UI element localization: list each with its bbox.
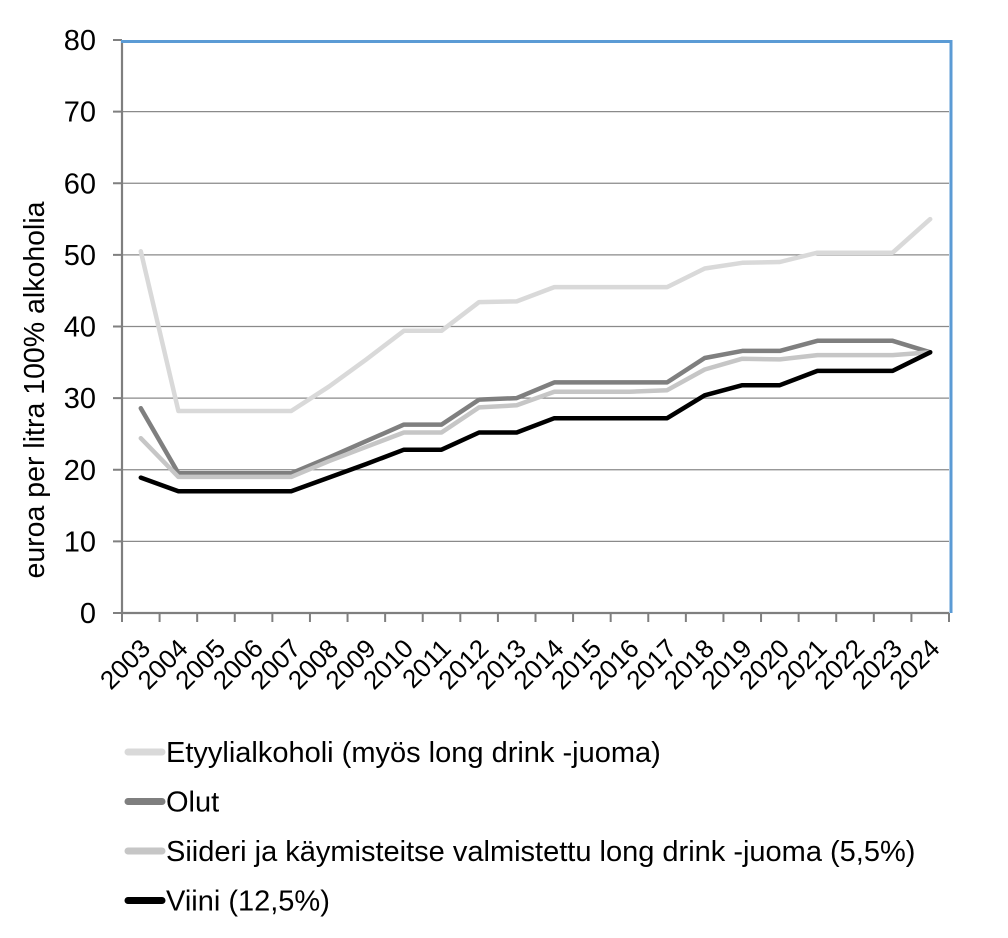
y-tick-label: 40 [64, 312, 96, 344]
series-line-1 [138, 338, 933, 476]
legend-label: Viini (12,5%) [166, 886, 330, 918]
legend: Etyylialkoholi (myös long drink -juoma) O… [124, 737, 915, 918]
x-axis-tick-labels: 2003200420052006200720082009201020112012… [94, 633, 946, 695]
plot-border [121, 40, 953, 613]
y-tick-label: 20 [64, 455, 96, 487]
axes [113, 39, 950, 622]
y-tick-label: 80 [64, 25, 96, 57]
legend-label: Olut [166, 787, 219, 819]
legend-label: Siideri ja käymisteitse valmistettu long… [166, 836, 915, 868]
legend-item-3: Viini (12,5%) [124, 886, 330, 918]
legend-label: Etyylialkoholi (myös long drink -juoma) [166, 737, 661, 769]
y-tick-label: 30 [64, 383, 96, 415]
legend-item-2: Siideri ja käymisteitse valmistettu long… [124, 836, 915, 868]
y-tick-label: 10 [64, 526, 96, 558]
plot-border-line [121, 40, 953, 613]
y-tick-label: 50 [64, 240, 96, 272]
y-tick-label: 60 [64, 168, 96, 200]
legend-item-0: Etyylialkoholi (myös long drink -juoma) [124, 737, 661, 769]
y-tick-label: 70 [64, 97, 96, 129]
y-axis-title: euroa per litra 100% alkoholia [19, 201, 51, 578]
series-line-0 [138, 216, 933, 414]
legend-item-1: Olut [124, 787, 219, 819]
y-axis-tick-labels: 0 10 20 30 40 50 60 70 80 [64, 25, 96, 630]
series-line-3 [138, 350, 933, 494]
series-line-2 [138, 350, 933, 480]
series-lines [138, 216, 933, 494]
y-tick-label: 0 [80, 598, 96, 630]
